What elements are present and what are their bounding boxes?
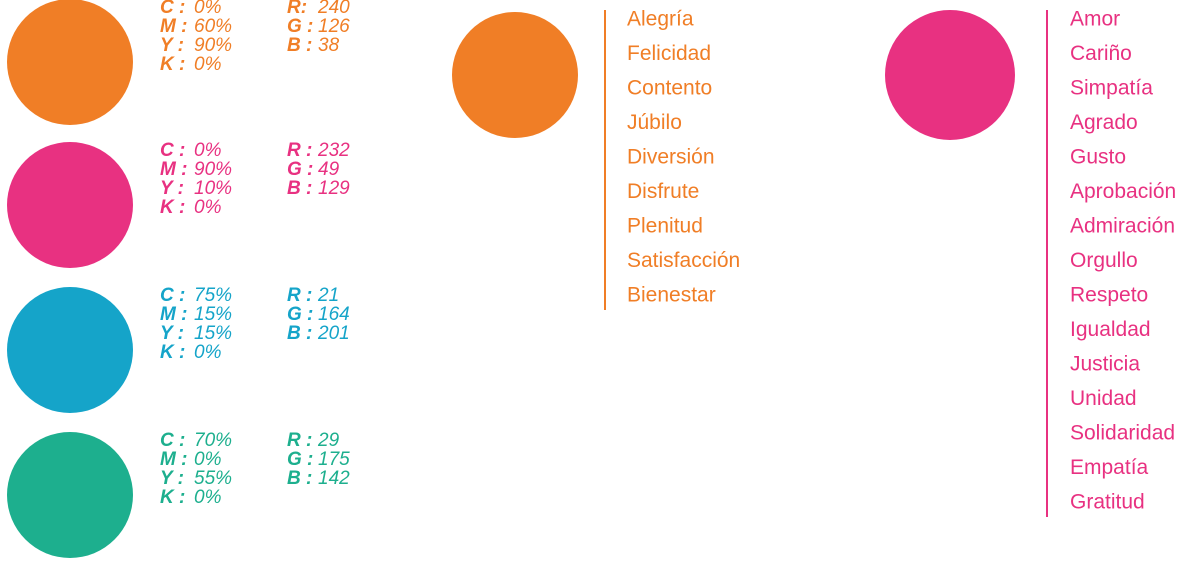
rgb-value: 49 [318,159,340,180]
rgb-value: 201 [317,323,350,344]
rgb-value: 29 [317,430,340,451]
rgb-value: 175 [318,449,350,470]
emotion-word: Gusto [1070,146,1126,169]
cmyk-value: 0% [194,449,222,470]
rgb-value: 129 [318,178,350,199]
rgb-value: 126 [318,16,350,37]
rgb-label: B : [287,468,312,489]
rgb-label: R : [287,285,312,306]
cmyk-label: C : [160,430,185,451]
emotion-word: Aprobación [1070,180,1176,203]
cmyk-value: 0% [194,54,222,75]
cmyk-label: K : [160,197,185,218]
emotion-word: Disfrute [627,180,699,203]
emotion-word: Unidad [1070,387,1137,410]
emotion-word: Orgullo [1070,249,1138,272]
cmyk-value: 55% [194,468,232,489]
rgb-label: G : [287,304,313,325]
emotion-word: Admiración [1070,215,1175,238]
cmyk-label: M : [160,16,187,37]
cmyk-label: M : [160,304,187,325]
emotion-word: Contento [627,77,712,100]
emotion-word: Plenitud [627,215,703,238]
color-swatch [7,0,133,125]
cmyk-value: 0% [194,140,222,161]
emotion-word: Respeto [1070,284,1148,307]
emotion-word: Simpatía [1070,77,1153,100]
cmyk-label: Y : [160,468,184,489]
emotion-word: Diversión [627,146,715,169]
cmyk-value: 60% [194,16,232,37]
group-swatch [885,10,1015,140]
cmyk-label: Y : [160,323,184,344]
emotion-word: Cariño [1070,42,1132,65]
color-swatch [7,432,133,558]
cmyk-label: M : [160,449,187,470]
rgb-label: B : [287,35,312,56]
emotion-word: Felicidad [627,42,711,65]
color-swatch [7,142,133,268]
cmyk-value: 0% [194,487,222,508]
group-swatch [452,12,578,138]
cmyk-label: Y : [160,35,184,56]
cmyk-label: C : [160,0,185,18]
cmyk-value: 15% [194,304,232,325]
emotion-word: Igualdad [1070,318,1151,341]
emotion-word: Agrado [1070,111,1138,134]
rgb-label: G : [287,449,313,470]
rgb-value: 38 [318,35,340,56]
emotion-word: Bienestar [627,284,716,307]
cmyk-value: 10% [194,178,232,199]
cmyk-value: 90% [194,35,232,56]
rgb-label: B : [287,178,312,199]
cmyk-value: 15% [194,323,232,344]
rgb-label: R: [287,0,307,18]
cmyk-value: 0% [194,342,222,363]
cmyk-value: 90% [194,159,232,180]
cmyk-label: K : [160,54,185,75]
color-swatch [7,287,133,413]
cmyk-label: M : [160,159,187,180]
rgb-value: 240 [317,0,350,18]
emotion-word: Alegría [627,8,694,31]
cmyk-label: C : [160,285,185,306]
rgb-label: B : [287,323,312,344]
emotion-word: Justicia [1070,353,1140,376]
rgb-label: G : [287,16,313,37]
rgb-label: R : [287,140,312,161]
emotion-word: Gratitud [1070,491,1145,514]
emotion-word: Empatía [1070,456,1149,479]
cmyk-label: C : [160,140,185,161]
cmyk-label: Y : [160,178,184,199]
emotion-word: Satisfacción [627,249,740,272]
rgb-value: 164 [318,304,350,325]
cmyk-value: 0% [194,0,222,18]
rgb-value: 232 [317,140,350,161]
cmyk-value: 0% [194,197,222,218]
rgb-value: 142 [318,468,350,489]
emotion-word: Amor [1070,8,1120,31]
cmyk-label: K : [160,487,185,508]
rgb-value: 21 [317,285,339,306]
emotion-word: Júbilo [627,111,682,134]
cmyk-label: K : [160,342,185,363]
cmyk-value: 70% [194,430,232,451]
emotion-word: Solidaridad [1070,422,1175,445]
cmyk-value: 75% [194,285,232,306]
rgb-label: R : [287,430,312,451]
rgb-label: G : [287,159,313,180]
